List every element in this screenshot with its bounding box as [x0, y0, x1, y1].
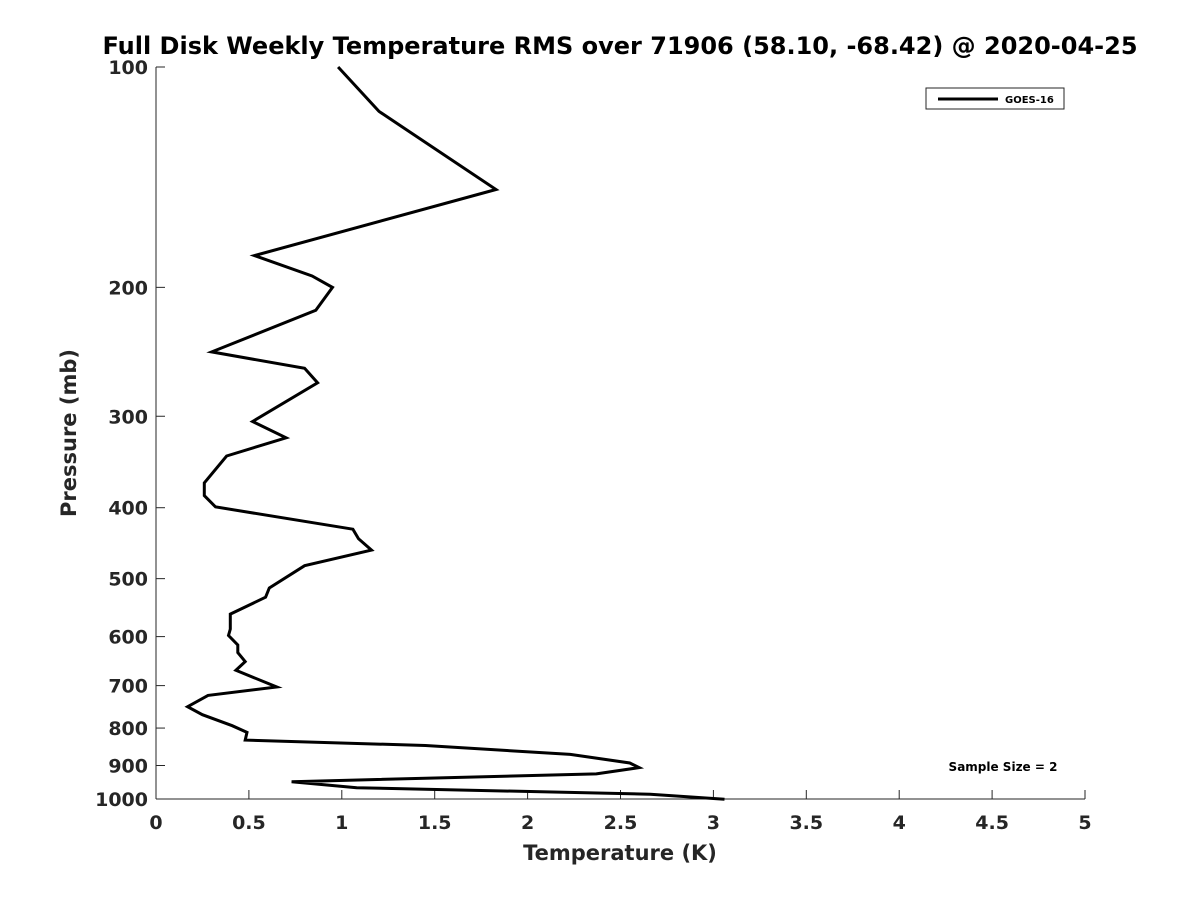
x-tick-label: 4 [893, 812, 906, 834]
x-tick-label: 3 [707, 812, 720, 834]
x-tick-label: 2 [521, 812, 534, 834]
legend-label: GOES-16 [1005, 95, 1054, 106]
series-layer [184, 65, 725, 801]
y-tick-label: 600 [108, 627, 148, 649]
y-axis-label: Pressure (mb) [57, 349, 81, 517]
x-tick-label: 5 [1078, 812, 1091, 834]
x-tick-label: 1.5 [418, 812, 452, 834]
y-tick-label: 900 [108, 756, 148, 778]
y-tick-label: 100 [108, 57, 148, 79]
y-ticks: 100 200 300 400 500 600 700 800 900 1000 [95, 57, 165, 811]
y-tick-label: 500 [108, 569, 148, 591]
x-tick-label: 3.5 [789, 812, 823, 834]
x-tick-label: 1 [335, 812, 348, 834]
series-line-goes-16 [184, 65, 725, 801]
y-tick-label: 800 [108, 718, 148, 740]
sample-size-annotation: Sample Size = 2 [949, 760, 1058, 774]
y-tick-label: 400 [108, 498, 148, 520]
legend: GOES-16 [925, 87, 1065, 110]
x-tick-label: 0 [149, 812, 162, 834]
plot-area [156, 67, 1085, 799]
x-tick-label: 0.5 [232, 812, 266, 834]
chart-title: Full Disk Weekly Temperature RMS over 71… [102, 32, 1137, 60]
x-ticks: 0 0.5 1 1.5 2 2.5 3 3.5 4 4.5 5 [149, 790, 1092, 834]
y-tick-label: 200 [108, 277, 148, 299]
y-tick-label: 1000 [95, 789, 148, 811]
x-axis-label: Temperature (K) [523, 841, 717, 865]
x-tick-label: 2.5 [604, 812, 638, 834]
x-tick-label: 4.5 [975, 812, 1009, 834]
y-tick-label: 300 [108, 406, 148, 428]
y-tick-label: 700 [108, 676, 148, 698]
